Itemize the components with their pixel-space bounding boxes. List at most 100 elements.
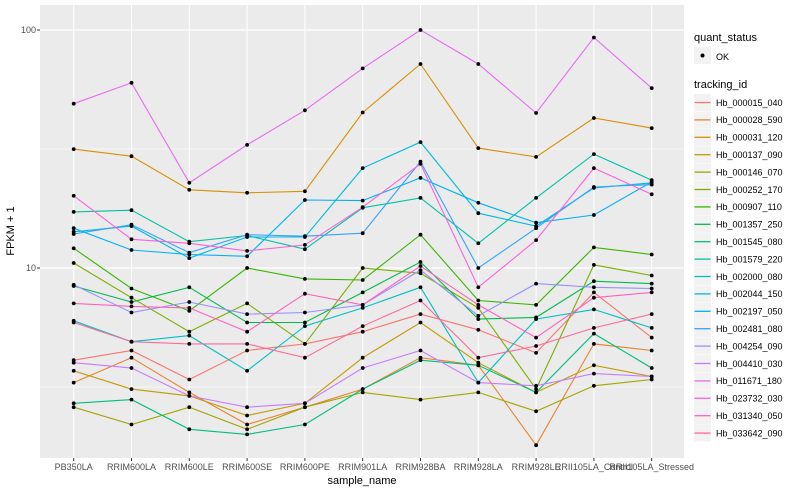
data-point xyxy=(592,185,596,189)
data-point xyxy=(418,397,423,402)
data-point xyxy=(187,394,192,398)
data-point xyxy=(476,363,481,368)
data-point xyxy=(187,405,192,410)
data-point xyxy=(71,226,76,231)
legend-item-Hb_000028_590: Hb_000028_590 xyxy=(694,111,783,129)
data-point xyxy=(534,344,538,348)
data-point xyxy=(592,116,596,120)
legend-item-Hb_002044_150: Hb_002044_150 xyxy=(694,285,783,303)
data-point xyxy=(418,28,423,32)
data-point xyxy=(245,301,250,306)
data-point xyxy=(476,313,481,318)
legend-item-Hb_004410_030: Hb_004410_030 xyxy=(694,355,783,372)
legend-item-Hb_001357_250: Hb_001357_250 xyxy=(694,215,783,233)
data-point xyxy=(592,35,596,40)
data-point xyxy=(187,333,192,338)
data-point xyxy=(187,329,192,334)
data-point xyxy=(129,304,134,309)
data-point xyxy=(187,427,192,432)
legend-item-label: Hb_002197_050 xyxy=(716,307,783,317)
legend-item-Hb_033642_090: Hb_033642_090 xyxy=(694,424,783,442)
data-point xyxy=(129,80,134,85)
data-point xyxy=(476,285,481,290)
data-point xyxy=(129,208,134,213)
data-point xyxy=(534,196,538,200)
data-point xyxy=(476,298,481,303)
data-point xyxy=(129,422,134,427)
data-point xyxy=(303,405,307,410)
data-point xyxy=(592,279,596,284)
data-point xyxy=(360,205,365,210)
data-point xyxy=(187,187,192,192)
data-point xyxy=(303,310,307,315)
legend-item-label: Hb_011671_180 xyxy=(716,376,782,386)
data-point xyxy=(71,401,76,406)
x-tick-label: RRIM600PE xyxy=(280,462,330,472)
data-point xyxy=(303,324,307,328)
legend-item-label: Hb_004410_030 xyxy=(716,359,783,369)
data-point xyxy=(360,390,365,395)
data-point xyxy=(418,260,423,264)
data-point xyxy=(418,140,423,145)
data-point xyxy=(360,303,365,307)
data-point xyxy=(592,307,596,312)
data-point xyxy=(303,108,307,113)
data-point xyxy=(476,360,481,365)
data-point xyxy=(476,306,481,310)
data-point xyxy=(303,422,307,427)
data-point xyxy=(418,271,423,276)
data-point xyxy=(303,198,307,202)
data-point xyxy=(129,248,134,252)
data-point xyxy=(129,355,134,360)
data-point xyxy=(245,312,250,316)
x-tick-label: RRII105LA_Control xyxy=(555,462,633,472)
legend-items: Hb_000015_040 Hb_000028_590 Hb_000031_120 H… xyxy=(694,94,783,442)
data-point xyxy=(649,335,654,340)
data-point xyxy=(534,443,538,448)
legend-item-label: Hb_002000_080 xyxy=(716,272,783,282)
data-point xyxy=(303,401,307,406)
data-point xyxy=(71,368,76,373)
data-point xyxy=(303,277,307,281)
x-tick-label: PB350LA xyxy=(55,462,93,472)
data-point xyxy=(71,246,76,251)
data-point xyxy=(534,220,538,225)
data-point xyxy=(129,295,134,300)
data-point xyxy=(129,397,134,402)
data-point xyxy=(360,366,365,370)
data-point xyxy=(360,355,365,360)
data-point xyxy=(129,300,134,304)
data-point xyxy=(71,261,76,265)
data-point xyxy=(245,432,250,437)
legend-item-Hb_002000_080: Hb_002000_080 xyxy=(694,268,783,285)
data-point xyxy=(71,147,76,152)
x-tick-label: RRIM928LA xyxy=(454,462,503,472)
data-point xyxy=(360,306,365,310)
legend-item-Hb_031340_050: Hb_031340_050 xyxy=(694,407,783,425)
x-tick-label: RRIM928LE xyxy=(512,462,561,472)
data-point xyxy=(71,282,76,287)
series-layer xyxy=(71,28,654,448)
data-point xyxy=(418,348,423,353)
data-point xyxy=(649,374,654,379)
data-point xyxy=(418,358,423,363)
data-point xyxy=(534,383,538,388)
legend-item-Hb_004254_090: Hb_004254_090 xyxy=(694,337,783,355)
legend-label-ok: OK xyxy=(716,52,729,62)
data-point xyxy=(245,348,250,353)
data-point xyxy=(245,249,250,253)
data-point xyxy=(534,390,538,395)
data-point xyxy=(303,247,307,252)
data-point xyxy=(360,266,365,270)
data-point xyxy=(592,326,596,330)
y-axis-title: FPKM + 1 xyxy=(5,206,17,255)
data-point xyxy=(303,355,307,360)
data-point xyxy=(649,126,654,130)
data-point xyxy=(129,366,134,370)
legend-item-Hb_023732_030: Hb_023732_030 xyxy=(694,389,783,407)
legend-item-label: Hb_000137_090 xyxy=(716,150,783,160)
data-point xyxy=(187,285,192,290)
legend-item-Hb_001579_220: Hb_001579_220 xyxy=(694,250,783,268)
legend: quant_status OK tracking_id Hb_000015_04… xyxy=(694,32,783,442)
